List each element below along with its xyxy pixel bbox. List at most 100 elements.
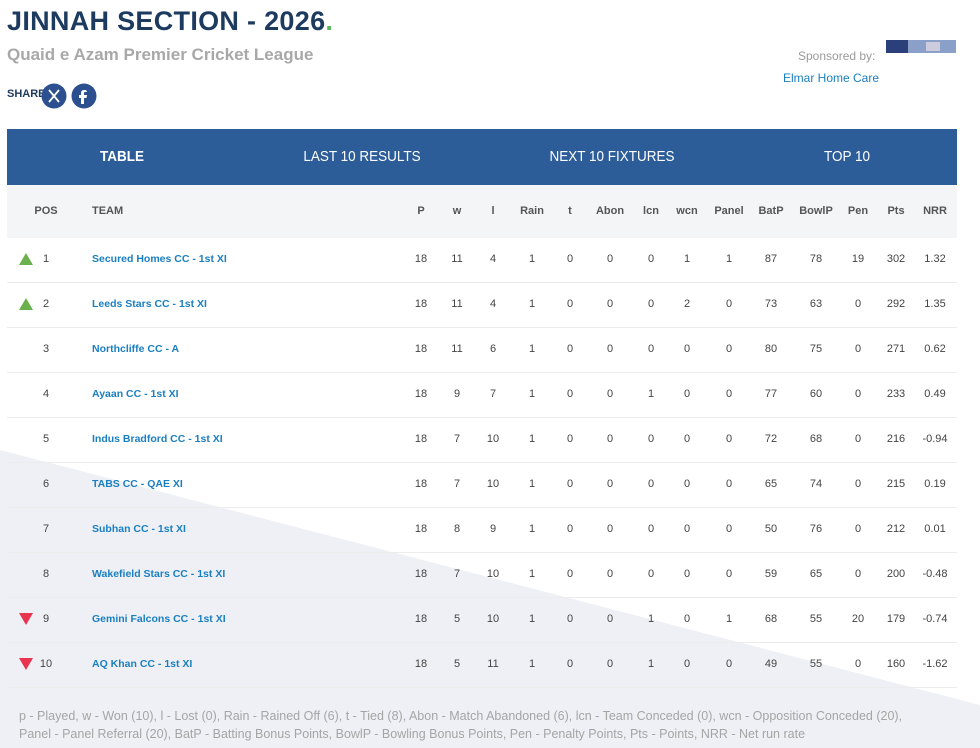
subtitle: Quaid e Azam Premier Cricket League	[7, 45, 314, 64]
cell: 0	[606, 253, 614, 265]
table-row: 3 Northcliffe CC - A 18 11 6 1 0 0 0 0 0 80 75 0 271 0.…	[7, 328, 957, 373]
legend: p - Played, w - Won (10), l - Lost (0), …	[19, 709, 903, 741]
cell: 0	[725, 388, 733, 400]
cell: 4	[489, 298, 497, 310]
cell: 59	[764, 568, 778, 580]
team-link[interactable]: AQ Khan CC - 1st XI	[92, 658, 193, 670]
cell: 19	[851, 253, 865, 265]
cell: 5	[42, 433, 50, 445]
team-link[interactable]: Gemini Falcons CC - 1st XI	[92, 613, 226, 625]
table-row: 8 Wakefield Stars CC - 1st XI 18 7 10 1 0 0 0 0 0 5…	[7, 553, 957, 598]
cell: 7	[453, 568, 461, 580]
cell: 9	[489, 523, 497, 535]
team-link[interactable]: Leeds Stars CC - 1st XI	[92, 298, 207, 310]
cell: 0	[854, 568, 862, 580]
cell: 6	[42, 478, 50, 490]
cell: 77	[764, 388, 778, 400]
cell: 6	[489, 343, 497, 355]
cell: 1	[647, 613, 655, 625]
cell: 0	[854, 433, 862, 445]
cell: 0	[566, 568, 574, 580]
tab-bar: TABLE LAST 10 RESULTS NEXT 10 FIXTURES TOP …	[7, 129, 957, 185]
column-header: l	[491, 205, 495, 217]
cell: 49	[764, 658, 778, 670]
cell: 0	[606, 298, 614, 310]
cell: 0	[606, 568, 614, 580]
cell: 0	[683, 343, 691, 355]
cell: 0	[683, 433, 691, 445]
cell: 0	[606, 478, 614, 490]
sponsor-logo	[886, 40, 956, 53]
cell: 55	[809, 658, 823, 670]
cell: 1	[528, 568, 536, 580]
tab[interactable]: TABLE	[99, 148, 144, 165]
cell: 2	[683, 298, 691, 310]
cell: 1	[528, 433, 536, 445]
cell: 1	[528, 478, 536, 490]
title-dot: .	[325, 6, 334, 36]
cell: 0	[647, 343, 655, 355]
cell: 80	[764, 343, 778, 355]
cell: 0	[683, 388, 691, 400]
cell: 1	[528, 388, 536, 400]
column-header: t	[568, 205, 572, 217]
table-row: 6 TABS CC - QAE XI 18 7 10 1 0 0 0 0 0 65 74 0 215 0.19	[7, 463, 957, 508]
cell: -0.94	[922, 433, 948, 445]
team-link[interactable]: Subhan CC - 1st XI	[92, 523, 186, 535]
column-header: TEAM	[92, 205, 124, 217]
cell: 75	[809, 343, 823, 355]
tab[interactable]: TOP 10	[823, 148, 871, 165]
cell: 0	[566, 433, 574, 445]
team-link[interactable]: Indus Bradford CC - 1st XI	[92, 433, 223, 445]
cell: 18	[414, 253, 428, 265]
promotion-arrow	[19, 253, 33, 265]
cell: 68	[764, 613, 778, 625]
share-label: SHARE	[7, 88, 46, 100]
cell: 18	[414, 298, 428, 310]
cell: 7	[42, 523, 50, 535]
column-header: BowlP	[799, 205, 833, 217]
cell: 0	[725, 478, 733, 490]
cell: 63	[809, 298, 823, 310]
team-link[interactable]: Secured Homes CC - 1st XI	[92, 253, 227, 265]
cell: 7	[489, 388, 497, 400]
cell: 10	[486, 433, 500, 445]
cell: 73	[764, 298, 778, 310]
tab[interactable]: NEXT 10 FIXTURES	[549, 148, 675, 165]
cell: 2	[42, 298, 50, 310]
cell: 7	[453, 433, 461, 445]
cell: 0	[683, 568, 691, 580]
team-link[interactable]: Wakefield Stars CC - 1st XI	[92, 568, 226, 580]
cell: -0.74	[922, 613, 948, 625]
cell: 18	[414, 523, 428, 535]
cell: 233	[886, 388, 906, 400]
cell: 302	[886, 253, 906, 265]
cell: 18	[414, 613, 428, 625]
cell: 5	[453, 658, 461, 670]
table-row: 7 Subhan CC - 1st XI 18 8 9 1 0 0 0 0 0 50 76 0 212 0.0…	[7, 508, 957, 553]
cell: 0	[725, 568, 733, 580]
cell: 11	[451, 298, 463, 310]
cell: 0.62	[924, 343, 946, 355]
cell: 68	[809, 433, 823, 445]
column-header: lcn	[643, 205, 659, 217]
team-link[interactable]: TABS CC - QAE XI	[92, 478, 183, 490]
cell: 0	[683, 523, 691, 535]
cell: 0	[683, 478, 691, 490]
cell: 65	[809, 568, 823, 580]
page-title: JINNAH SECTION - 2026.	[7, 6, 333, 37]
share-facebook[interactable]	[71, 83, 97, 109]
cell: 18	[414, 343, 428, 355]
cell: 11	[487, 658, 499, 670]
cell: 0	[566, 613, 574, 625]
tab[interactable]: LAST 10 RESULTS	[303, 148, 421, 165]
team-link[interactable]: Northcliffe CC - A	[92, 343, 180, 355]
cell: 0	[725, 658, 733, 670]
relegation-arrow	[19, 613, 33, 625]
cell: 1	[725, 253, 733, 265]
cell: 0	[606, 613, 614, 625]
cell: 1	[42, 253, 50, 265]
team-link[interactable]: Ayaan CC - 1st XI	[92, 388, 179, 400]
sponsor-link[interactable]: Elmar Home Care	[783, 71, 880, 85]
share-x[interactable]	[41, 83, 67, 109]
